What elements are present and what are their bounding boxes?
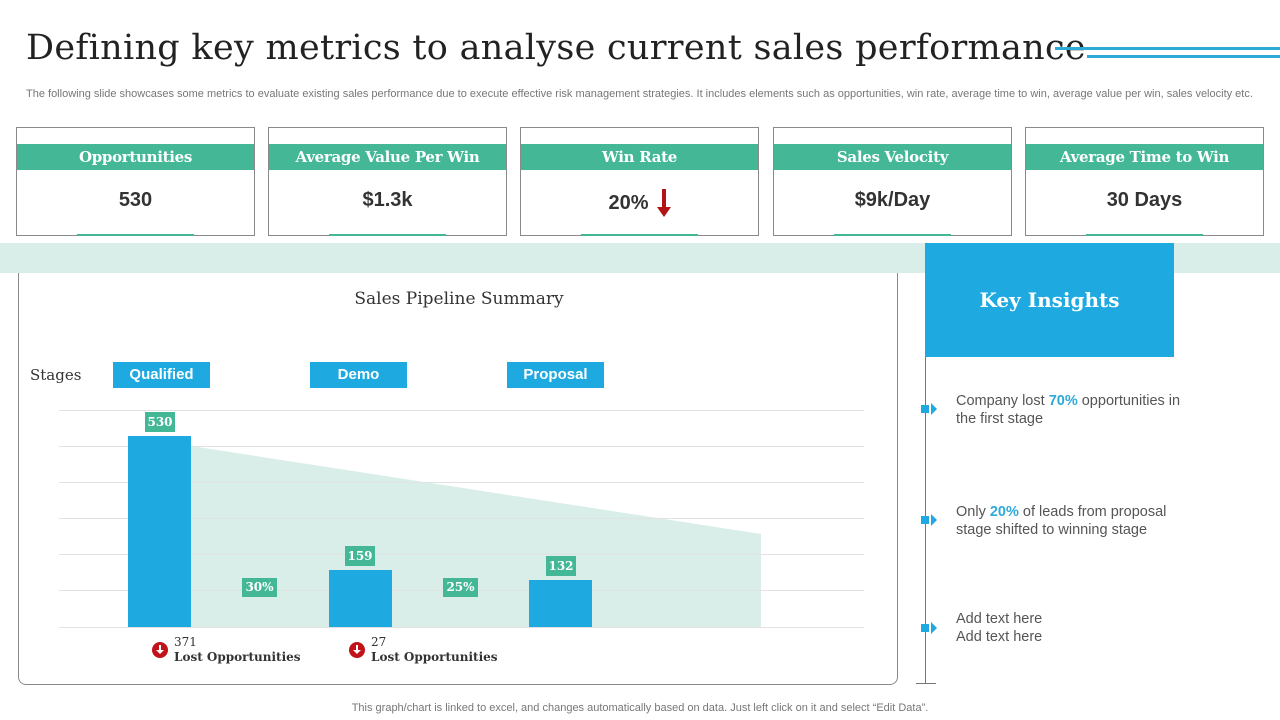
metric-label: Win Rate [521,144,758,170]
metric-value: $9k/Day [854,189,931,211]
conversion-label: 25% [443,578,478,597]
lost-count: 27 [371,635,387,649]
chart-title: Sales Pipeline Summary [354,289,564,309]
gridline [59,410,864,411]
insight-item-3[interactable]: Add text here Add text here [956,610,1196,646]
metric-label: Sales Velocity [774,144,1011,170]
lost-opportunities-2: 27 Lost Opportunities [349,635,498,665]
metric-value: 530 [118,189,153,211]
metric-card-opportunities: Opportunities 530 [16,127,255,236]
decorative-line [1087,55,1280,58]
metric-label: Opportunities [17,144,254,170]
timeline-foot [916,683,936,684]
bar-qualified[interactable] [128,436,191,627]
card-accent-bar [1086,234,1203,236]
card-accent-bar [77,234,194,236]
footnote: This graph/chart is linked to excel, and… [351,702,929,714]
metric-value: $1.3k [362,189,413,211]
stages-label: Stages [30,366,82,384]
insight-item-2: Only 20% of leads from proposal stage sh… [956,504,1167,538]
placeholder-text[interactable]: Add text here [956,629,1043,645]
down-arrow-icon [656,189,671,217]
gridline [59,482,864,483]
placeholder-text[interactable]: Add text here [956,611,1043,627]
card-accent-bar [329,234,446,236]
metric-value: 30 Days [1106,189,1183,211]
decorative-line [1055,47,1280,50]
page-subtitle: The following slide showcases some metri… [26,88,1253,100]
stage-demo: Demo [310,362,407,388]
plot-area: 530 159 132 30% 25% [59,410,864,628]
lost-label: Lost Opportunities [371,650,498,664]
metric-card-average-value-per-win: Average Value Per Win $1.3k [268,127,507,236]
bullet-marker-icon [921,514,941,526]
insight-highlight: 70% [1048,393,1078,409]
metric-card-sales-velocity: Sales Velocity $9k/Day [773,127,1012,236]
x-axis [59,627,864,628]
bar-proposal[interactable] [529,580,592,627]
card-accent-bar [581,234,698,236]
metric-cards: Opportunities 530 Average Value Per Win … [16,127,1266,237]
down-circle-icon [152,642,168,658]
stage-proposal: Proposal [507,362,604,388]
stage-qualified: Qualified [113,362,210,388]
gridline [59,554,864,555]
lost-count: 371 [174,635,197,649]
bar-value-label: 530 [145,412,175,432]
insight-item-1: Company lost 70% opportunities in the fi… [956,393,1181,427]
bar-demo[interactable] [329,570,392,627]
gridline [59,518,864,519]
key-insights-header: Key Insights [925,243,1174,357]
lost-label: Lost Opportunities [174,650,301,664]
bar-value-label: 159 [345,546,375,566]
metric-value: 20% [608,191,649,214]
insight-highlight: 20% [989,504,1019,520]
metric-label: Average Value Per Win [269,144,506,170]
card-accent-bar [834,234,951,236]
lost-opportunities-1: 371 Lost Opportunities [152,635,301,665]
bullet-marker-icon [921,622,941,634]
gridline [59,446,864,447]
down-circle-icon [349,642,365,658]
metric-card-average-time-to-win: Average Time to Win 30 Days [1025,127,1264,236]
metric-label: Average Time to Win [1026,144,1263,170]
sales-pipeline-chart[interactable]: Sales Pipeline Summary Stages Qualified … [18,273,898,685]
metric-card-win-rate: Win Rate 20% [520,127,759,236]
page-title: Defining key metrics to analyse current … [26,28,1086,68]
bullet-marker-icon [921,403,941,415]
conversion-label: 30% [242,578,277,597]
bar-value-label: 132 [546,556,576,576]
